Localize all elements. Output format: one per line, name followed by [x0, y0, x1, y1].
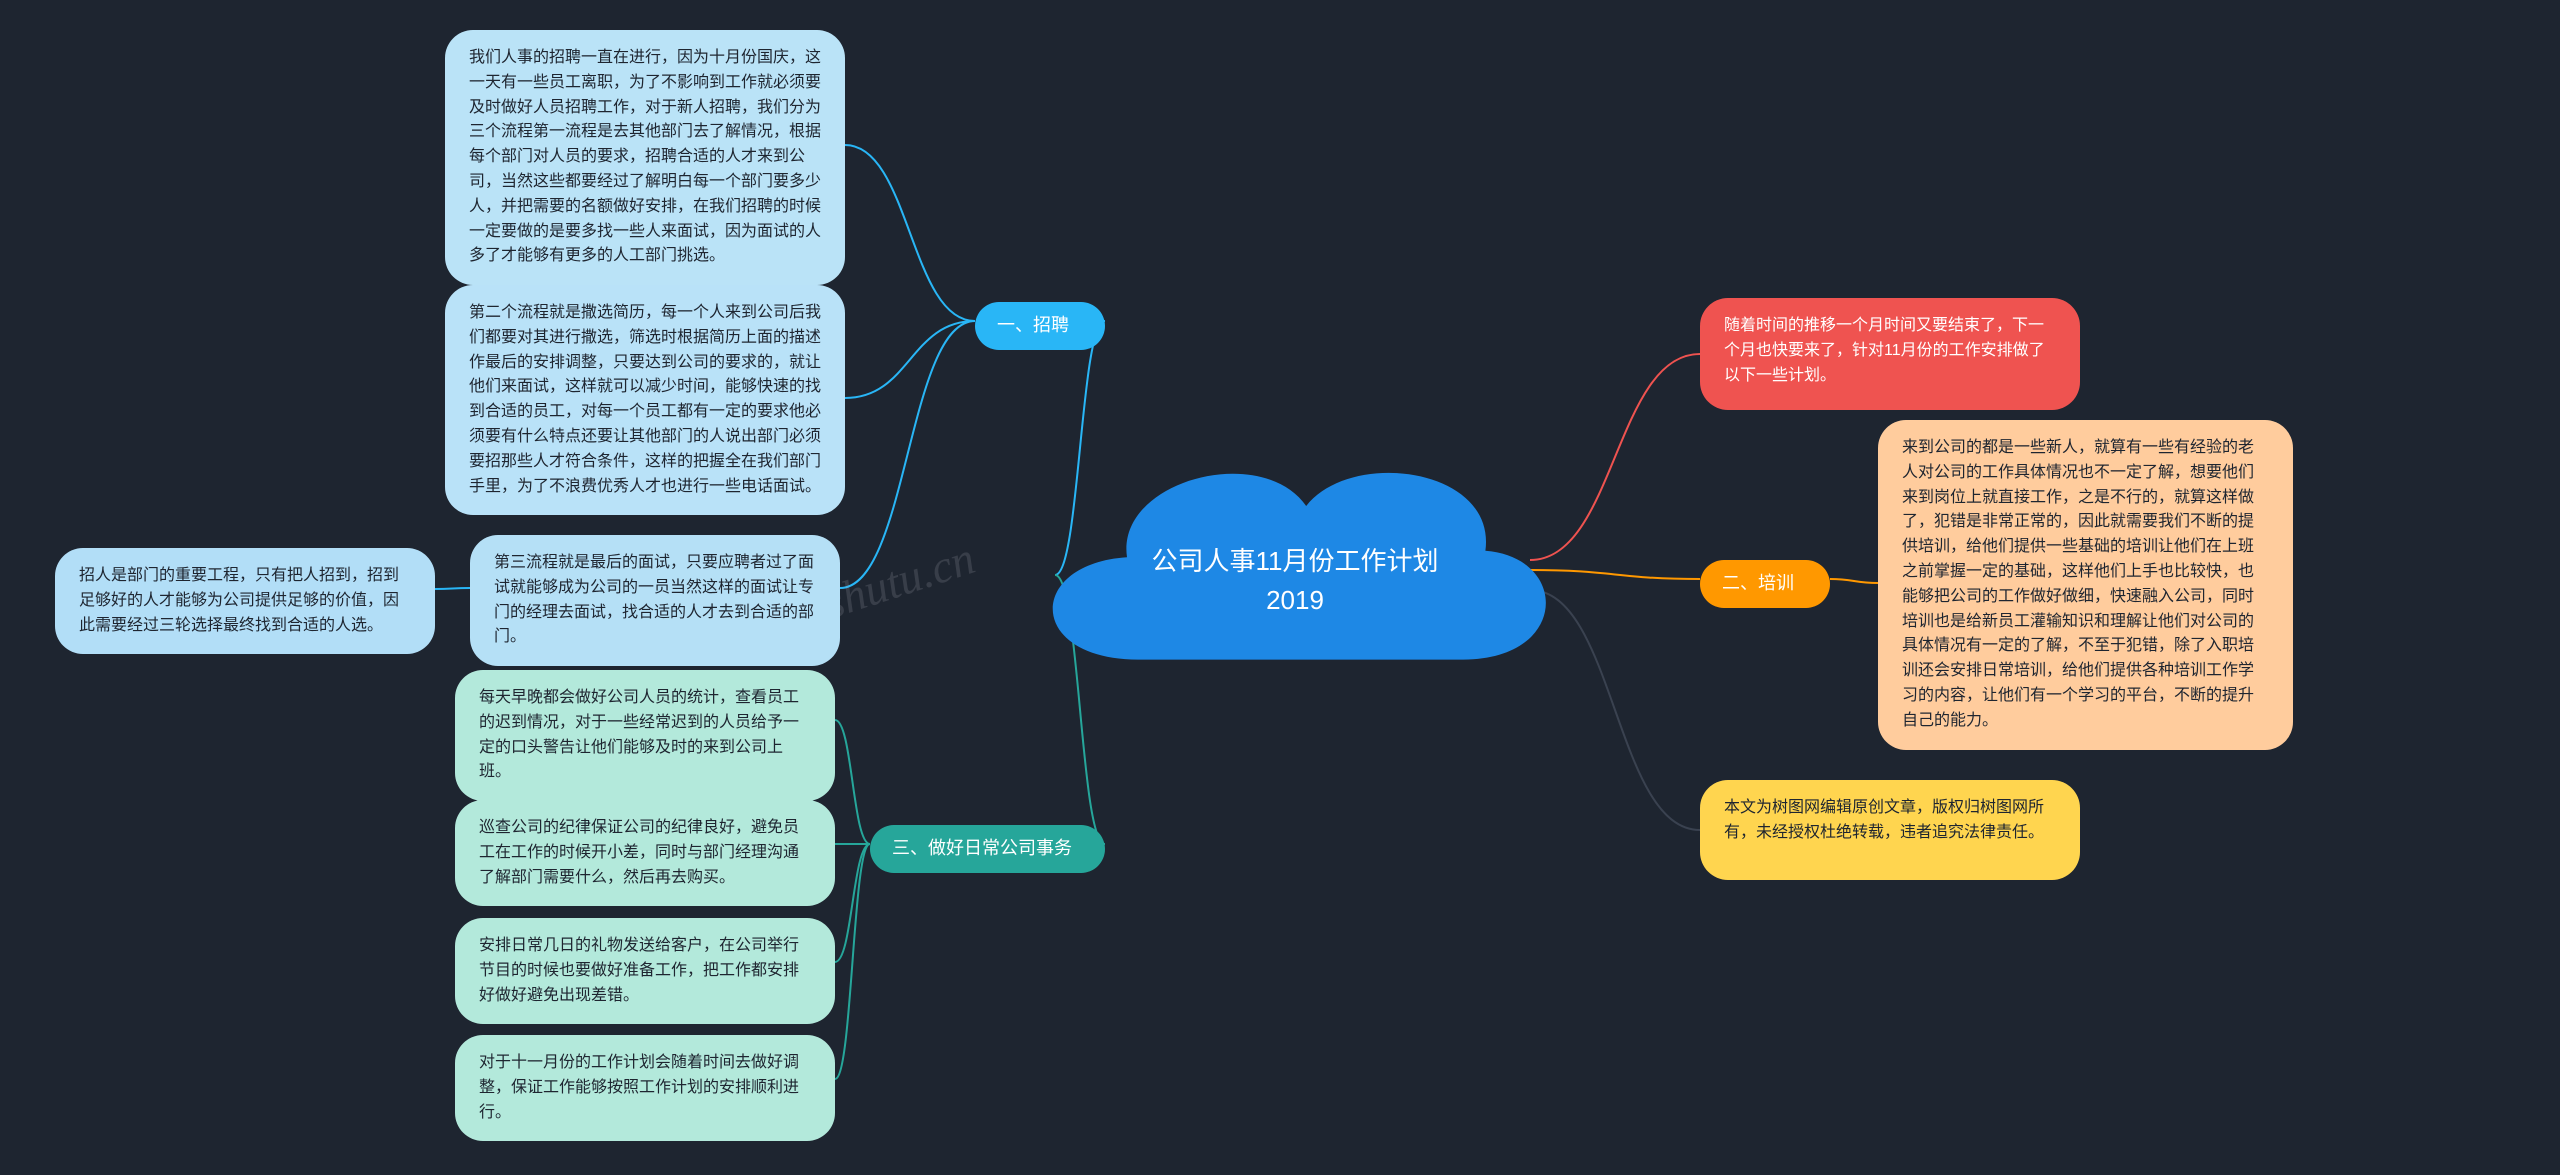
leaf-node[interactable]: 第三流程就是最后的面试，只要应聘者过了面试就能够成为公司的一员当然这样的面试让专… [470, 535, 840, 666]
leaf-node[interactable]: 本文为树图网编辑原创文章，版权归树图网所有，未经授权杜绝转载，违者追究法律责任。 [1700, 780, 2080, 880]
branch-node[interactable]: 三、做好日常公司事务 [870, 825, 1105, 873]
leaf-node[interactable]: 随着时间的推移一个月时间又要结束了，下一个月也快要来了，针对11月份的工作安排做… [1700, 298, 2080, 410]
branch-node[interactable]: 二、培训 [1700, 560, 1830, 608]
leaf-node[interactable]: 招人是部门的重要工程，只有把人招到，招到足够好的人才能够为公司提供足够的价值，因… [55, 548, 435, 654]
leaf-node[interactable]: 安排日常几日的礼物发送给客户，在公司举行节目的时候也要做好准备工作，把工作都安排… [455, 918, 835, 1024]
branch-node[interactable]: 一、招聘 [975, 302, 1105, 350]
center-cloud[interactable] [1015, 410, 1575, 730]
leaf-node[interactable]: 对于十一月份的工作计划会随着时间去做好调整，保证工作能够按照工作计划的安排顺利进… [455, 1035, 835, 1141]
leaf-node[interactable]: 巡查公司的纪律保证公司的纪律良好，避免员工在工作的时候开小差，同时与部门经理沟通… [455, 800, 835, 906]
leaf-node[interactable]: 我们人事的招聘一直在进行，因为十月份国庆，这一天有一些员工离职，为了不影响到工作… [445, 30, 845, 285]
leaf-node[interactable]: 第二个流程就是撒选简历，每一个人来到公司后我们都要对其进行撒选，筛选时根据简历上… [445, 285, 845, 515]
leaf-node[interactable]: 来到公司的都是一些新人，就算有一些有经验的老人对公司的工作具体情况也不一定了解，… [1878, 420, 2293, 750]
leaf-node[interactable]: 每天早晚都会做好公司人员的统计，查看员工的迟到情况，对于一些经常迟到的人员给予一… [455, 670, 835, 801]
